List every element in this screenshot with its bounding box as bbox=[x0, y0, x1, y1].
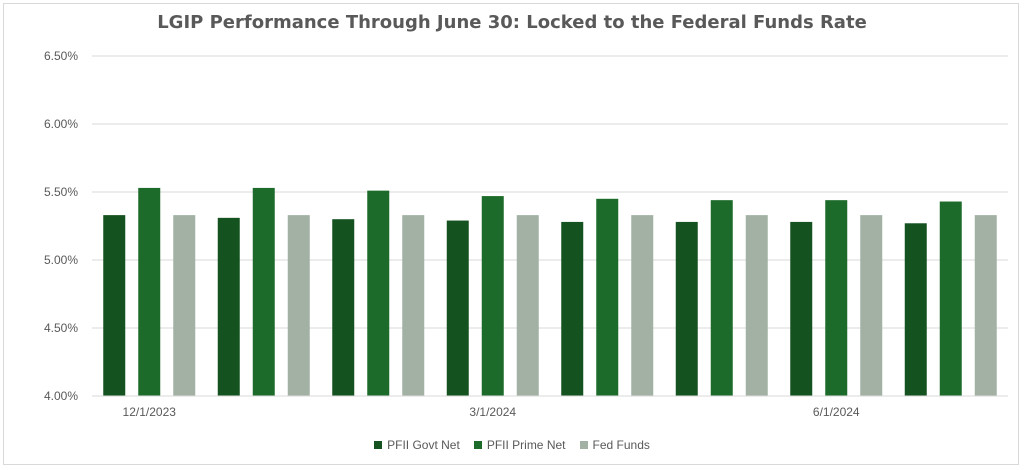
x-tick-label: 3/1/2024 bbox=[469, 405, 516, 419]
bar-fed-funds bbox=[860, 215, 883, 396]
legend-item-fedfunds: Fed Funds bbox=[579, 438, 650, 452]
legend-swatch-fedfunds bbox=[579, 441, 588, 449]
x-tick-label: 12/1/2023 bbox=[123, 405, 177, 419]
bar-pfii-govt-net bbox=[446, 220, 469, 396]
bar-fed-funds bbox=[745, 215, 768, 396]
legend-label-prime: PFII Prime Net bbox=[486, 438, 566, 452]
bar-fed-funds bbox=[516, 215, 539, 396]
bar-pfii-prime-net bbox=[710, 200, 733, 396]
y-tick-label: 6.00% bbox=[44, 117, 78, 131]
bar-pfii-govt-net bbox=[103, 215, 126, 396]
bar-pfii-govt-net bbox=[790, 221, 813, 396]
bar-fed-funds bbox=[631, 215, 654, 396]
bar-pfii-prime-net bbox=[367, 190, 390, 396]
chart-legend: PFII Govt Net PFII Prime Net Fed Funds bbox=[0, 438, 1024, 452]
bar-pfii-prime-net bbox=[596, 198, 619, 396]
bar-pfii-govt-net bbox=[675, 221, 698, 396]
legend-label-govt: PFII Govt Net bbox=[387, 438, 460, 452]
legend-item-govt: PFII Govt Net bbox=[374, 438, 460, 452]
chart-frame bbox=[3, 3, 1019, 465]
legend-label-fedfunds: Fed Funds bbox=[592, 438, 650, 452]
bar-pfii-prime-net bbox=[138, 187, 161, 396]
legend-swatch-govt bbox=[374, 441, 383, 449]
bar-pfii-prime-net bbox=[825, 200, 848, 396]
bar-pfii-prime-net bbox=[939, 201, 962, 396]
bar-pfii-prime-net bbox=[252, 187, 275, 396]
bar-pfii-govt-net bbox=[332, 219, 355, 396]
legend-swatch-prime bbox=[473, 441, 482, 449]
y-tick-label: 6.50% bbox=[44, 49, 78, 63]
y-tick-label: 4.50% bbox=[44, 321, 78, 335]
y-tick-label: 5.00% bbox=[44, 253, 78, 267]
bar-pfii-govt-net bbox=[561, 221, 584, 396]
bar-pfii-govt-net bbox=[904, 223, 927, 396]
bar-pfii-prime-net bbox=[481, 196, 504, 396]
x-tick-label: 6/1/2024 bbox=[813, 405, 860, 419]
y-tick-label: 4.00% bbox=[44, 389, 78, 403]
bar-fed-funds bbox=[287, 215, 310, 396]
bar-fed-funds bbox=[974, 215, 997, 396]
bar-fed-funds bbox=[173, 215, 196, 396]
legend-item-prime: PFII Prime Net bbox=[473, 438, 566, 452]
bar-pfii-govt-net bbox=[217, 217, 240, 396]
bar-fed-funds bbox=[402, 215, 425, 396]
chart-title: LGIP Performance Through June 30: Locked… bbox=[157, 12, 867, 33]
y-tick-label: 5.50% bbox=[44, 185, 78, 199]
